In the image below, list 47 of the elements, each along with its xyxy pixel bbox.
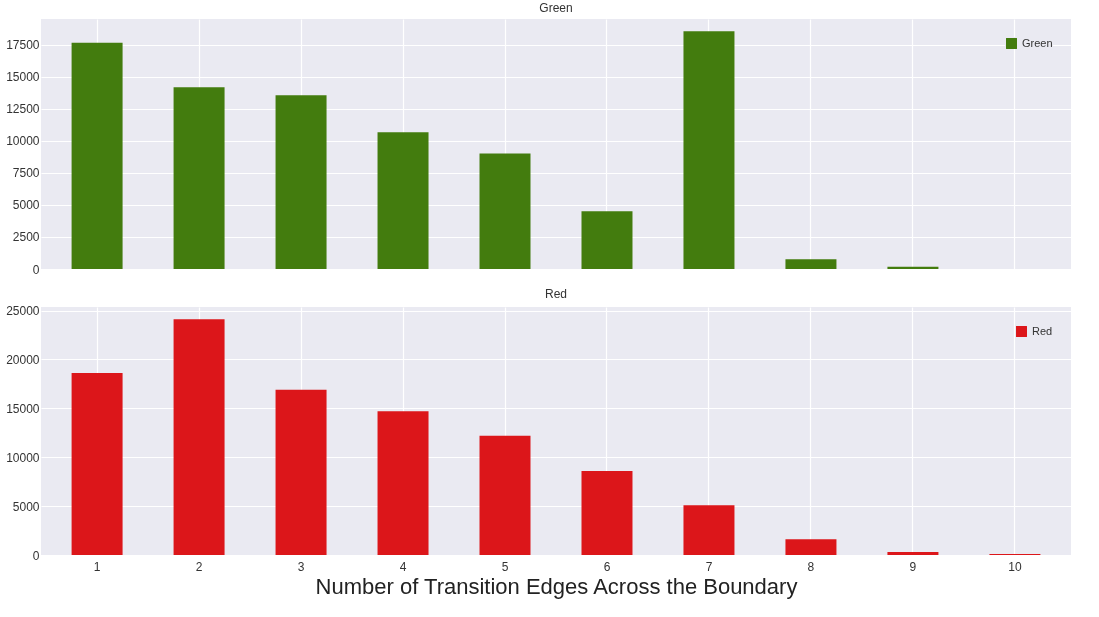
x-tick-label: 9: [909, 559, 917, 574]
bar: [71, 42, 123, 269]
legend-label: Red: [1032, 324, 1053, 337]
x-axis-title: Number of Transition Edges Across the Boundary: [315, 573, 798, 599]
y-tick-label: 15000: [6, 70, 40, 85]
bar: [683, 505, 735, 555]
bar: [785, 539, 837, 555]
bar: [275, 389, 327, 555]
bar: [275, 95, 327, 269]
y-tick-label: 10000: [6, 450, 40, 465]
bar: [173, 87, 225, 269]
x-tick-label: 5: [501, 559, 509, 574]
x-tick-label: 10: [1008, 559, 1022, 574]
y-tick-label: 12500: [6, 102, 40, 117]
y-tick-label: 17500: [6, 38, 40, 53]
bar: [377, 132, 429, 269]
bar: [683, 31, 735, 269]
bar: [581, 211, 633, 269]
x-tick-label: 8: [807, 559, 815, 574]
x-tick-label: 6: [603, 559, 611, 574]
bar: [887, 552, 939, 555]
bar: [479, 435, 531, 555]
bar: [173, 319, 225, 555]
y-tick-label: 0: [32, 548, 40, 563]
bar: [377, 411, 429, 555]
chart-title: Red: [544, 286, 568, 301]
bar: [785, 259, 837, 269]
y-tick-label: 25000: [6, 304, 40, 319]
chart-title: Green: [539, 1, 573, 15]
x-tick-label: 3: [297, 559, 305, 574]
y-tick-label: 2500: [12, 230, 40, 245]
y-tick-label: 7500: [12, 166, 40, 181]
y-tick-label: 5000: [12, 499, 40, 514]
bar: [887, 266, 939, 269]
y-tick-label: 10000: [6, 134, 40, 149]
bar: [581, 470, 633, 555]
bar: [71, 373, 123, 555]
y-tick-label: 0: [32, 262, 40, 277]
y-tick-label: 20000: [6, 352, 40, 367]
y-tick-label: 5000: [12, 198, 40, 213]
y-tick-label: 15000: [6, 401, 40, 416]
legend-label: Green: [1022, 36, 1053, 49]
x-tick-label: 4: [399, 559, 407, 574]
bar: [479, 153, 531, 269]
x-tick-label: 2: [195, 559, 203, 574]
x-tick-label: 7: [705, 559, 713, 574]
x-tick-label: 1: [93, 559, 101, 574]
